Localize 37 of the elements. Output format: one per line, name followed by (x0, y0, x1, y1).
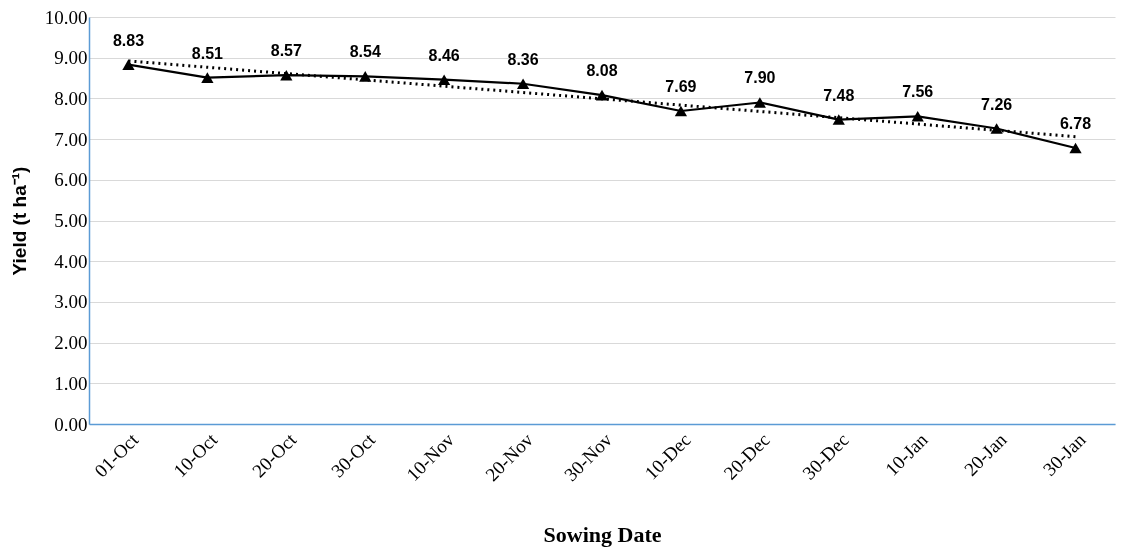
point (438, 74, 451, 85)
data-label: 8.54 (349, 43, 381, 61)
data-label: 6.78 (1059, 115, 1092, 133)
y-tick-label: 7.00 (54, 128, 88, 150)
point (280, 69, 293, 81)
y-tick-label: 3.00 (54, 291, 88, 313)
data-label: 7.56 (902, 83, 934, 101)
y-tick-label: 6.00 (54, 169, 88, 191)
point (911, 111, 924, 122)
point (516, 78, 530, 90)
data-label: 8.83 (112, 31, 145, 49)
point (674, 105, 688, 117)
point (1069, 142, 1082, 154)
y-tick-label: 2.00 (54, 332, 88, 354)
point (201, 72, 214, 83)
data-label: 8.46 (428, 46, 460, 64)
data-label: 8.08 (586, 62, 618, 80)
point (753, 97, 766, 108)
y-tick-label: 10.00 (44, 6, 88, 28)
point (832, 114, 845, 125)
point (122, 59, 135, 70)
y-tick-label: 1.00 (54, 372, 88, 394)
data-label: 8.57 (270, 42, 302, 60)
data-label: 8.36 (507, 50, 539, 68)
data-label: 8.51 (191, 44, 224, 62)
data-label: 7.69 (665, 78, 697, 96)
x-axis-title: Sowing Date (543, 521, 662, 547)
y-tick-label: 9.00 (54, 47, 88, 69)
data-label: 7.90 (744, 69, 776, 87)
y-tick-label: 4.00 (54, 250, 88, 272)
data-label: 7.26 (981, 95, 1013, 113)
y-axis-title: Yield (t ha⁻¹) (8, 166, 30, 276)
y-tick-label: 0.00 (54, 413, 88, 435)
y-tick-label: 5.00 (54, 210, 88, 231)
data-label: 7.48 (823, 86, 855, 104)
y-tick-label: 8.00 (54, 87, 88, 109)
point (990, 123, 1003, 134)
